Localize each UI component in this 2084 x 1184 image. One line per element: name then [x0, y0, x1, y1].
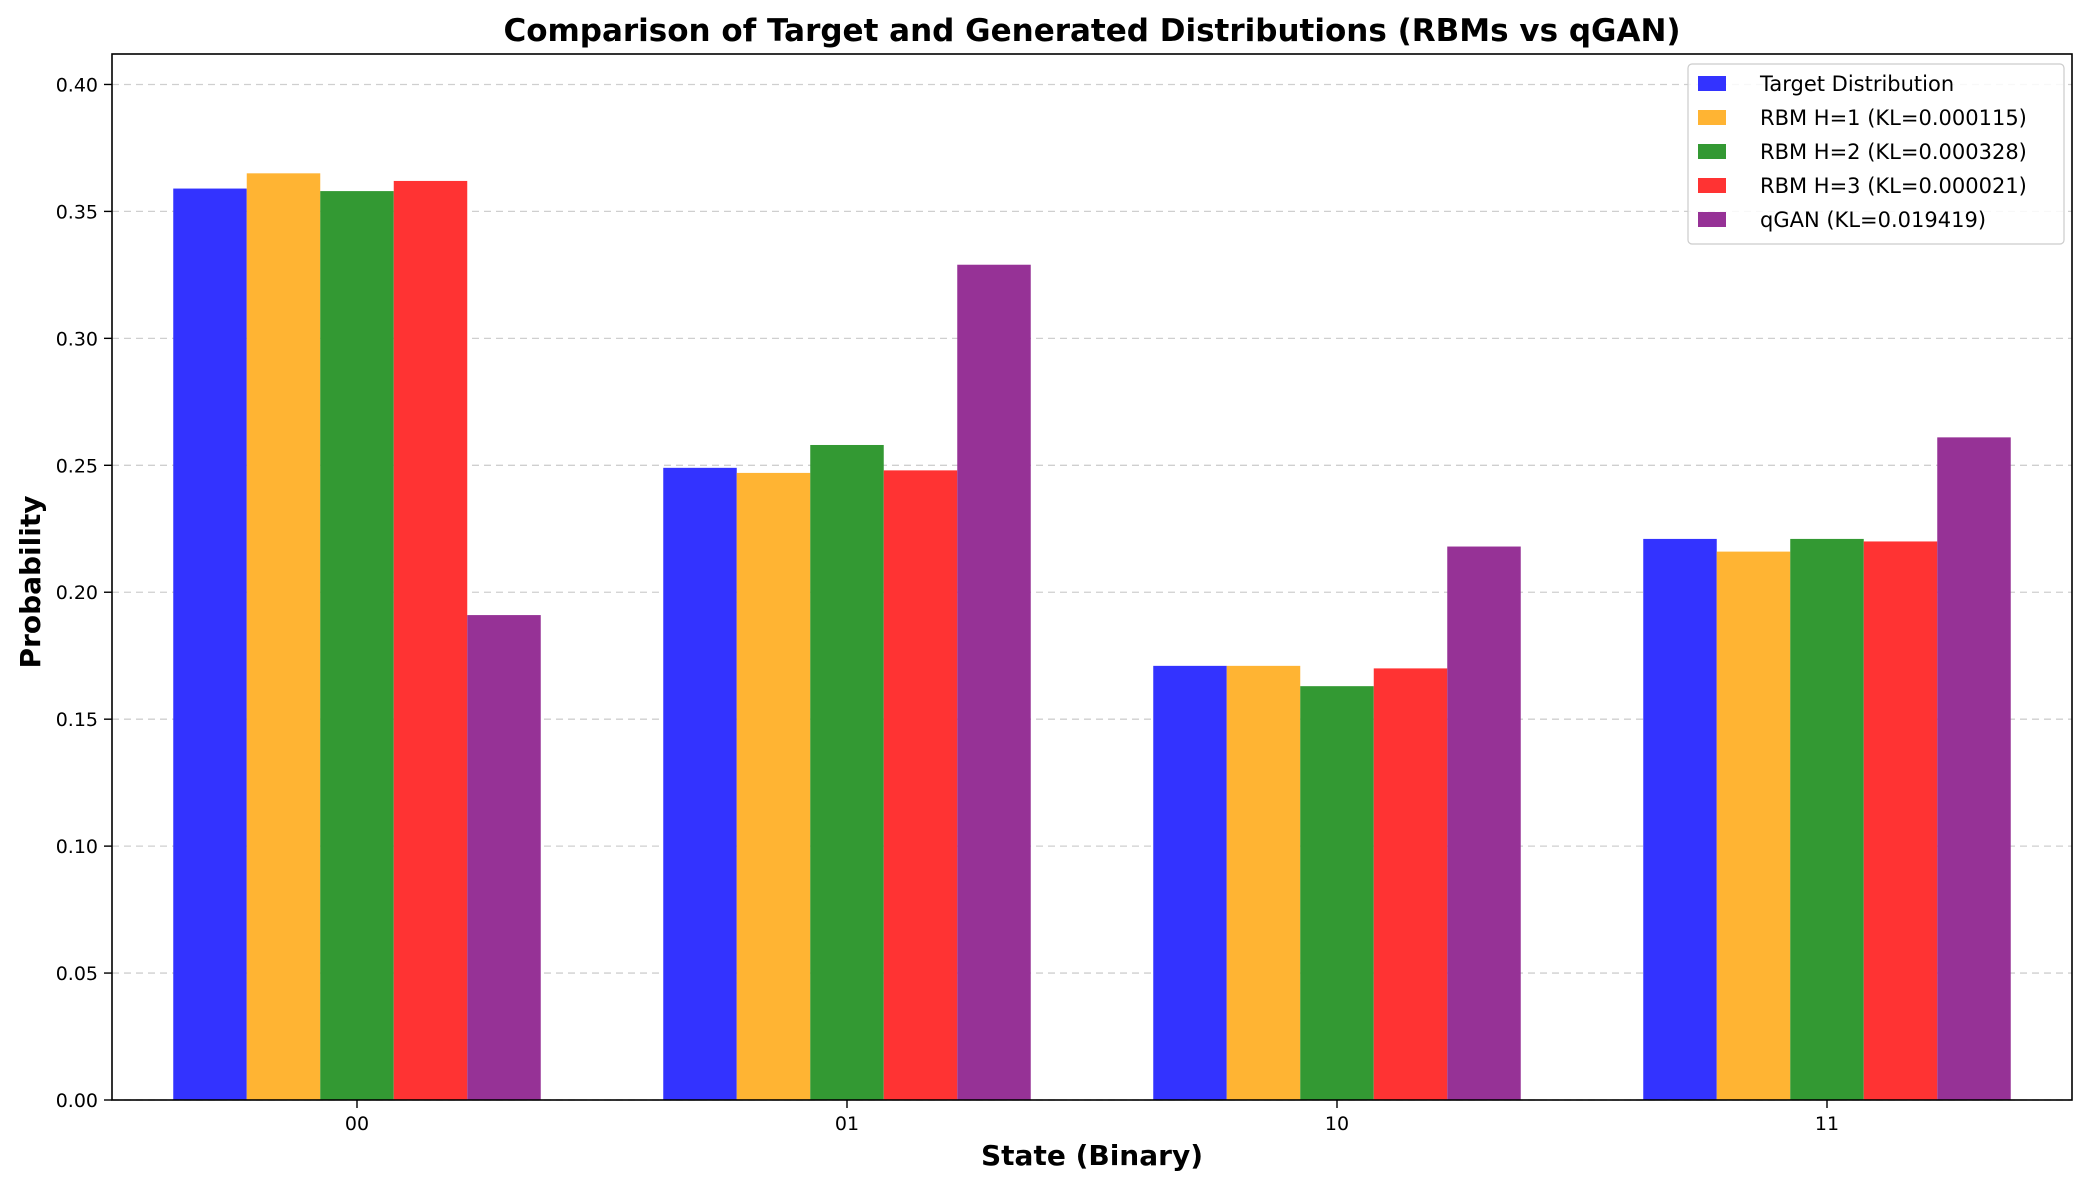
y-tick-label: 0.30 [56, 328, 98, 350]
y-tick-label: 0.40 [56, 74, 98, 96]
legend-swatch [1698, 110, 1726, 125]
bar-00-series-4 [467, 615, 541, 1100]
y-tick-label: 0.15 [56, 709, 98, 731]
chart-title: Comparison of Target and Generated Distr… [503, 13, 1680, 49]
x-tick-label: 00 [345, 1113, 369, 1135]
bar-00-series-3 [393, 180, 468, 1100]
legend[interactable]: Target Distribution RBM H=1 (KL=0.000115)… [1687, 63, 2065, 245]
bar-10-series-0 [1153, 665, 1227, 1100]
x-tick-label: 11 [1815, 1113, 1839, 1135]
legend-label: RBM H=2 (KL=0.000328) [1760, 140, 2027, 164]
y-axis-title: Probability [14, 496, 47, 669]
bar-11-series-0 [1643, 538, 1717, 1100]
legend-label: RBM H=3 (KL=0.000021) [1760, 174, 2027, 198]
y-tick-label: 0.10 [56, 836, 98, 858]
y-axis: 0.00 0.05 0.10 0.15 0.20 0.25 0.30 0.35 0.40 [56, 74, 112, 1112]
legend-item[interactable]: RBM H=1 (KL=0.000115) [1698, 106, 2027, 130]
y-tick-label: 0.25 [56, 455, 98, 477]
bar-01-series-2 [810, 444, 884, 1100]
bar-01-series-1 [736, 472, 811, 1100]
bar-11-series-1 [1716, 551, 1791, 1100]
bar-10-series-2 [1300, 686, 1374, 1100]
legend-box [1687, 63, 2065, 245]
bar-10-series-3 [1373, 668, 1448, 1100]
y-tick-label: 0.20 [56, 582, 98, 604]
bar-00-series-1 [246, 173, 321, 1100]
y-tick-label: 0.35 [56, 201, 98, 223]
bar-10-series-4 [1447, 546, 1521, 1100]
x-tick-label: 10 [1325, 1113, 1349, 1135]
legend-swatch [1698, 212, 1726, 227]
legend-item[interactable]: RBM H=2 (KL=0.000328) [1698, 140, 2027, 164]
bar-01-series-3 [883, 470, 958, 1101]
bar-00-series-0 [173, 188, 247, 1101]
legend-label: RBM H=1 (KL=0.000115) [1760, 106, 2027, 130]
legend-item[interactable]: RBM H=3 (KL=0.000021) [1698, 174, 2027, 198]
plot-frame [111, 53, 2073, 1101]
x-tick-label: 01 [835, 1113, 859, 1135]
bar-00-series-2 [320, 191, 394, 1100]
legend-label: Target Distribution [1759, 72, 1954, 96]
bars [173, 173, 2011, 1101]
bar-11-series-2 [1790, 538, 1864, 1100]
bar-11-series-3 [1863, 541, 1938, 1100]
x-axis-title: State (Binary) [981, 1139, 1203, 1172]
legend-item[interactable]: Target Distribution [1698, 72, 1954, 96]
legend-swatch [1698, 76, 1726, 91]
legend-swatch [1698, 144, 1726, 159]
legend-label: qGAN (KL=0.019419) [1760, 208, 1986, 232]
bar-11-series-4 [1937, 437, 2011, 1100]
bar-10-series-1 [1226, 665, 1301, 1100]
legend-swatch [1698, 178, 1726, 193]
x-axis: 00 01 10 11 [345, 1100, 1839, 1135]
legend-item[interactable]: qGAN (KL=0.019419) [1698, 208, 1986, 232]
bar-01-series-0 [663, 467, 737, 1101]
bar-01-series-4 [957, 264, 1031, 1101]
y-tick-label: 0.05 [56, 963, 98, 985]
y-tick-label: 0.00 [56, 1090, 98, 1112]
